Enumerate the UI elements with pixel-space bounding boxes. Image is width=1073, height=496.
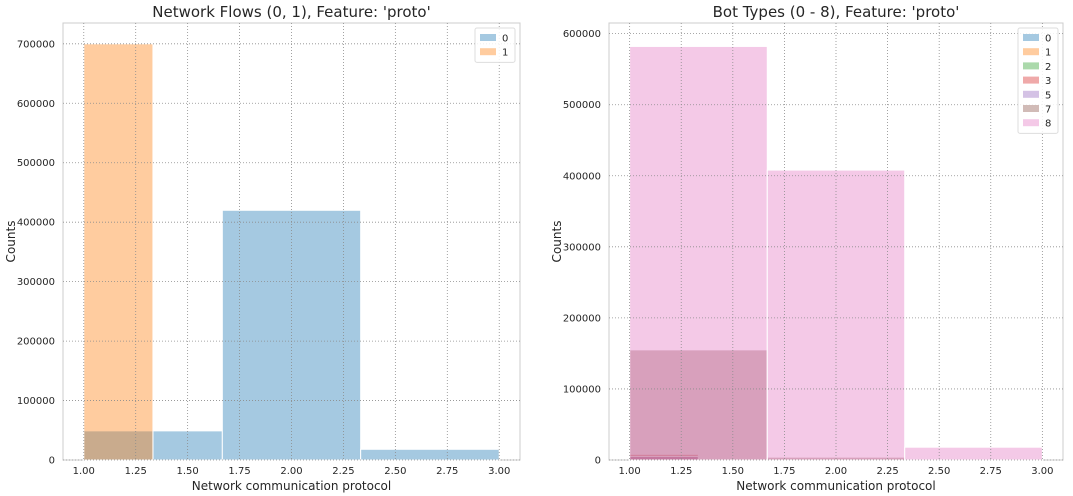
x-tick-label: 2.00 bbox=[825, 466, 847, 477]
legend-label: 1 bbox=[1045, 48, 1051, 59]
y-tick-label: 300000 bbox=[17, 277, 55, 288]
legend-box bbox=[1017, 27, 1059, 134]
legend-label: 2 bbox=[1045, 62, 1051, 73]
bar-series-8-bin-1 bbox=[629, 45, 768, 461]
legend: 0 1 2 3 5 7 8 bbox=[1017, 27, 1059, 134]
legend-swatch bbox=[1023, 105, 1039, 112]
y-axis-label: Counts bbox=[550, 221, 564, 263]
x-tick-label: 3.00 bbox=[1031, 466, 1053, 477]
legend-label: 0 bbox=[1045, 34, 1051, 45]
y-tick-label: 700000 bbox=[17, 39, 55, 50]
x-tick-label: 2.75 bbox=[436, 466, 458, 477]
chart-title: Bot Types (0 - 8), Feature: 'proto' bbox=[713, 3, 960, 21]
y-axis-label: Counts bbox=[4, 221, 18, 263]
legend-swatch bbox=[1023, 76, 1039, 84]
x-tick-label: 2.25 bbox=[332, 466, 354, 477]
x-tick-label: 2.25 bbox=[876, 466, 898, 477]
x-tick-label: 1.50 bbox=[722, 466, 744, 477]
y-tick-label: 100000 bbox=[563, 384, 601, 395]
legend-swatch bbox=[480, 34, 496, 41]
y-tick-label: 0 bbox=[595, 456, 601, 467]
x-tick-label: 1.75 bbox=[228, 466, 250, 477]
x-tick-label: 1.75 bbox=[773, 466, 795, 477]
x-axis-label: Network communication protocol bbox=[192, 479, 391, 493]
legend-swatch bbox=[1023, 48, 1039, 56]
x-axis-label: Network communication protocol bbox=[736, 479, 935, 493]
y-tick-label: 500000 bbox=[17, 158, 55, 169]
y-tick-label: 400000 bbox=[563, 171, 601, 182]
y-tick-label: 0 bbox=[49, 456, 55, 467]
y-tick-label: 200000 bbox=[563, 313, 601, 324]
legend-swatch bbox=[1023, 90, 1039, 98]
x-tick-label: 1.25 bbox=[670, 466, 692, 477]
y-tick-label: 400000 bbox=[17, 218, 55, 229]
bar-series-1-bin-1 bbox=[83, 43, 154, 461]
chart-panel-1: 1.00 1.25 1.50 1.75 2.00 2.25 2.50 2.75 3.000100… bbox=[4, 3, 521, 493]
x-tick-label: 1.00 bbox=[619, 466, 641, 477]
legend-box bbox=[474, 27, 516, 63]
y-tick-label: 200000 bbox=[17, 337, 55, 348]
x-tick-label: 1.25 bbox=[125, 466, 147, 477]
legend-label: 7 bbox=[1045, 105, 1051, 116]
bar-series-0-bin-1 bbox=[83, 430, 154, 461]
legend-swatch bbox=[1023, 34, 1039, 41]
y-tick-label: 500000 bbox=[563, 100, 601, 111]
legend-swatch bbox=[480, 48, 496, 56]
y-tick-label: 600000 bbox=[563, 29, 601, 40]
legend-label: 5 bbox=[1045, 90, 1051, 101]
legend-label: 1 bbox=[502, 48, 508, 59]
bar-series-0-bin-2 bbox=[152, 430, 223, 461]
y-tick-label: 600000 bbox=[17, 99, 55, 110]
chart-title: Network Flows (0, 1), Feature: 'proto' bbox=[152, 3, 430, 21]
legend-label: 3 bbox=[1045, 76, 1051, 87]
legend-label: 8 bbox=[1045, 119, 1051, 130]
x-tick-label: 1.00 bbox=[73, 466, 95, 477]
x-tick-label: 2.50 bbox=[384, 466, 406, 477]
bar-series-8-bin-3 bbox=[904, 446, 1043, 461]
x-tick-label: 2.75 bbox=[980, 466, 1002, 477]
bar-series-0-bin-4 bbox=[360, 448, 500, 461]
legend-swatch bbox=[1023, 119, 1039, 127]
y-tick-label: 100000 bbox=[17, 396, 55, 407]
bar-series-7-bin-1 bbox=[629, 349, 768, 461]
legend-label: 0 bbox=[502, 34, 508, 45]
legend: 01 bbox=[474, 27, 516, 63]
legend-swatch bbox=[1023, 62, 1039, 70]
x-tick-label: 3.00 bbox=[488, 466, 510, 477]
chart-panel-2: 1.00 1.25 1.50 1.75 2.00 2.25 2.50 2.75 3.000100… bbox=[550, 3, 1064, 493]
x-tick-label: 2.50 bbox=[928, 466, 950, 477]
x-tick-label: 2.00 bbox=[280, 466, 302, 477]
y-tick-label: 300000 bbox=[563, 242, 601, 253]
x-tick-label: 1.50 bbox=[177, 466, 199, 477]
